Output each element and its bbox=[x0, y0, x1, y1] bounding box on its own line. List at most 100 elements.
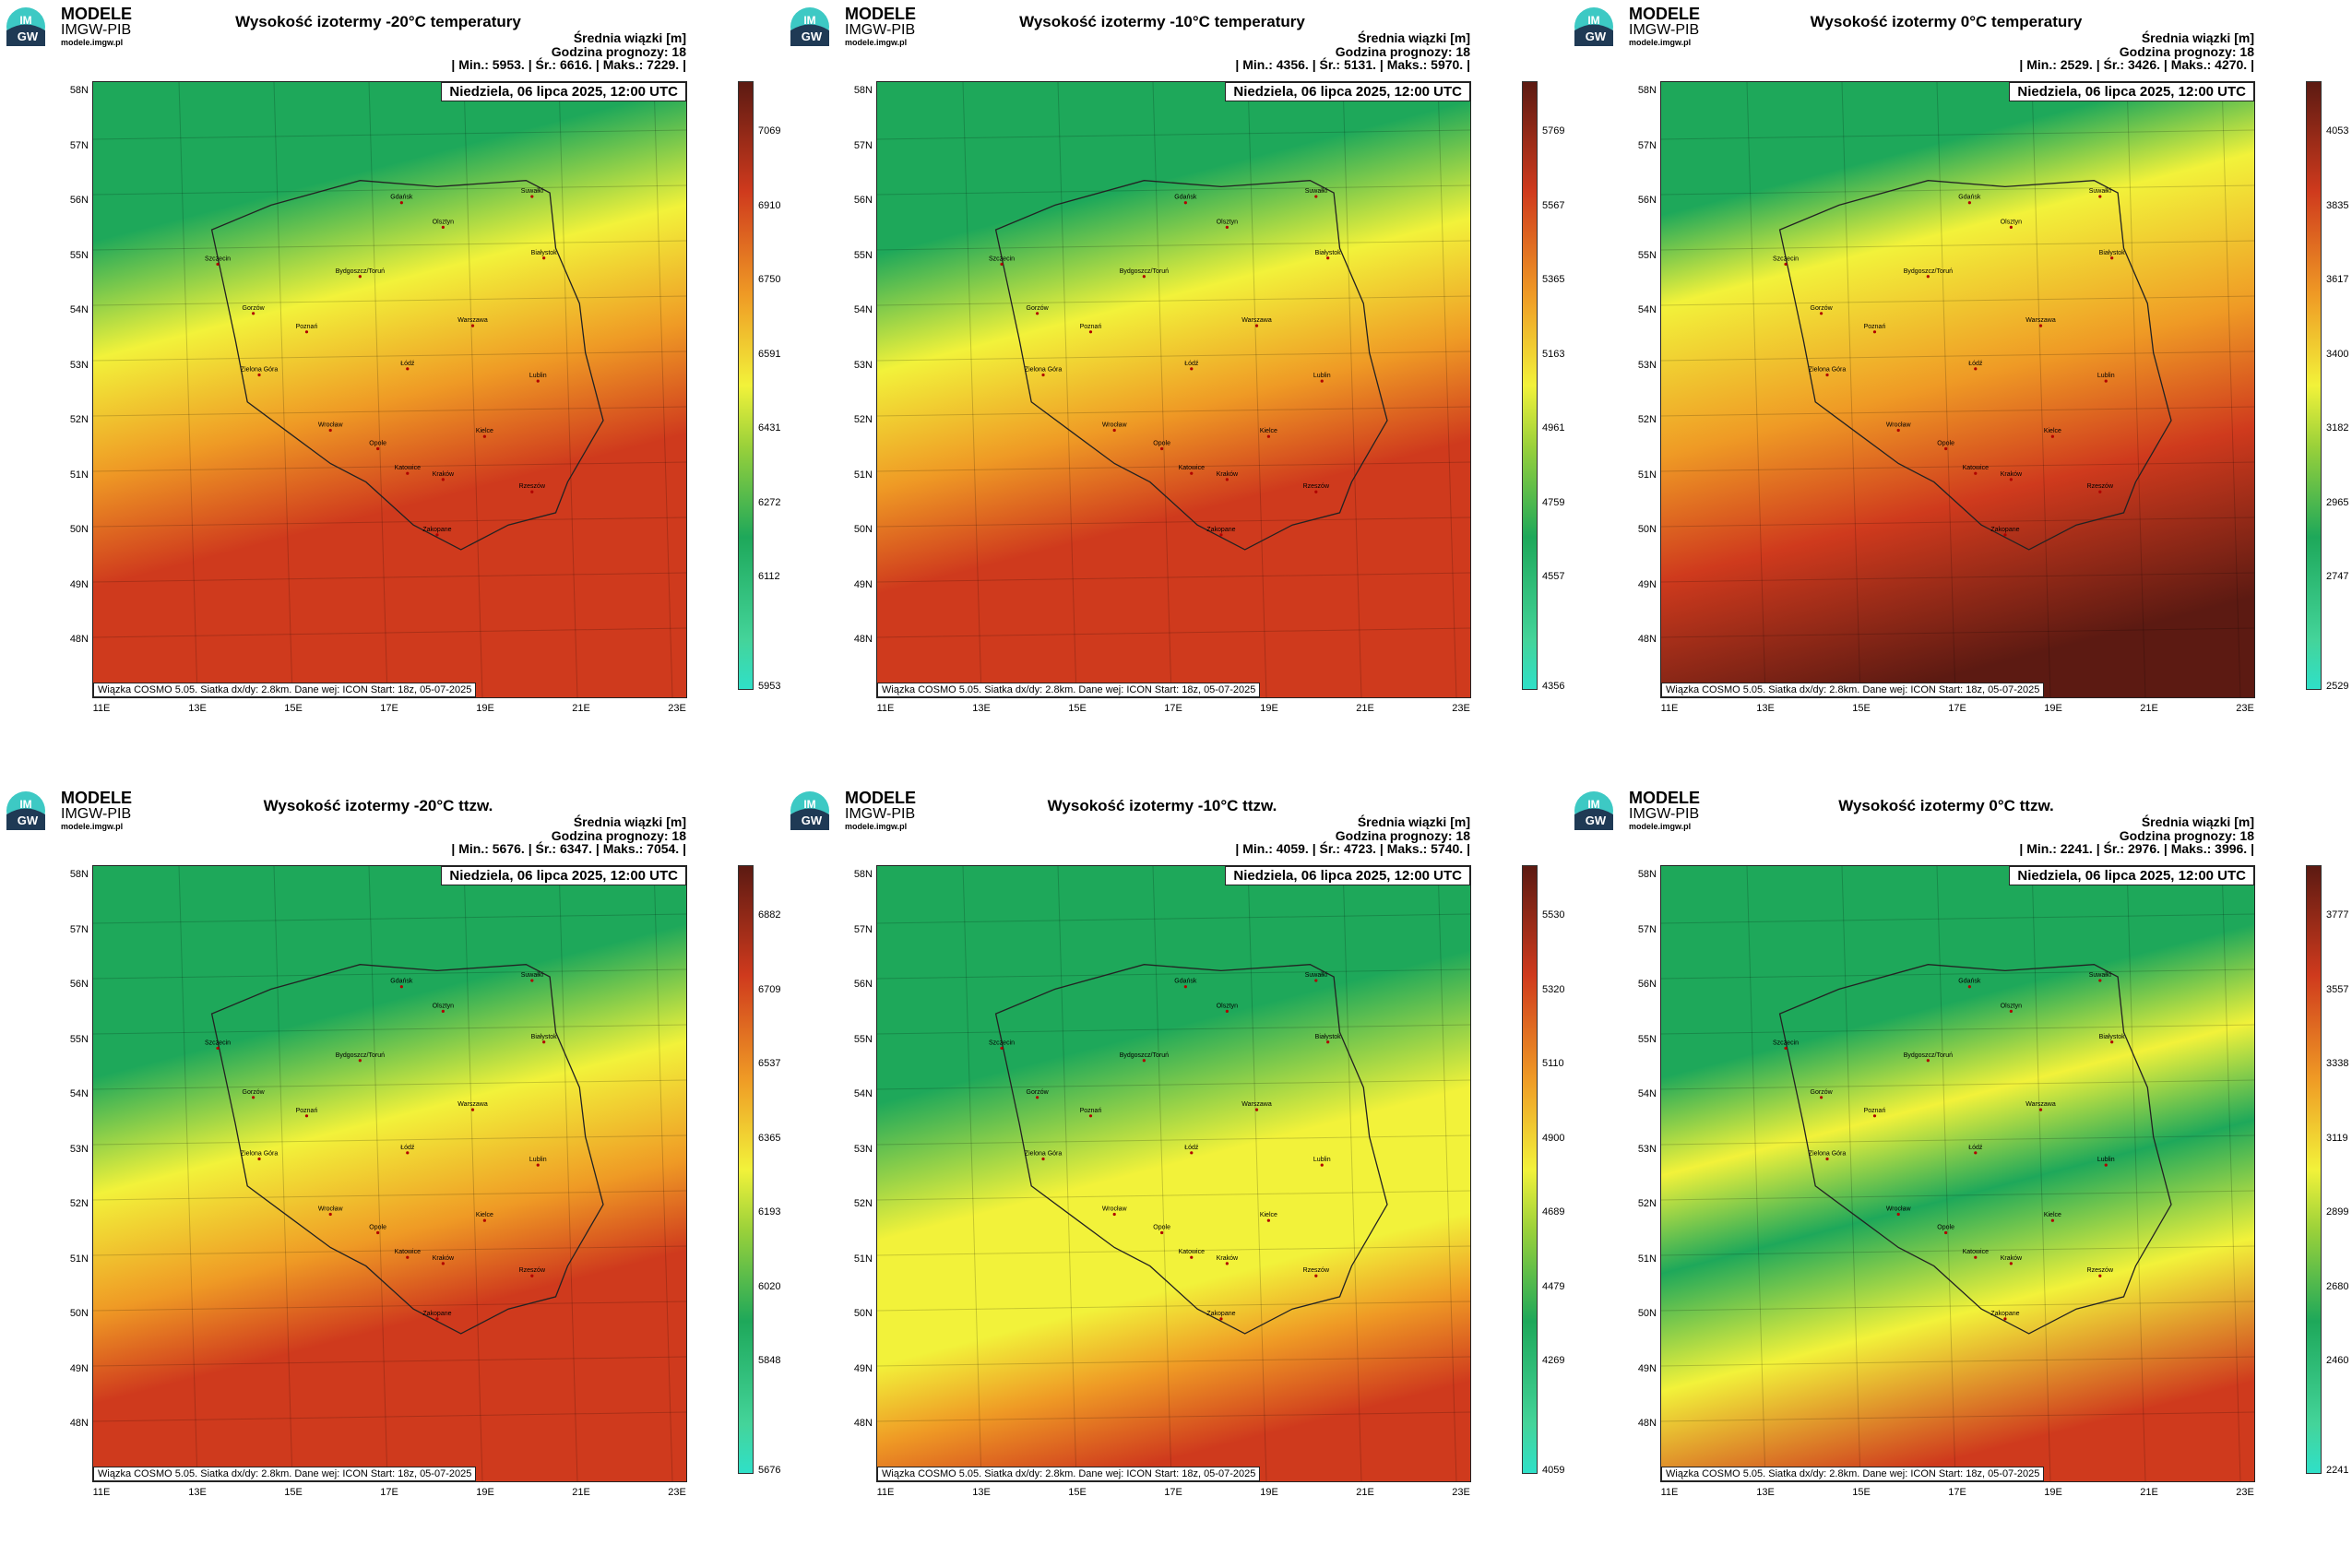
graticule-line bbox=[368, 866, 388, 1481]
lat-label: 48N bbox=[853, 1418, 873, 1429]
lat-label: 53N bbox=[69, 359, 89, 371]
field-raster: Gdańsk Olsztyn Suwałki Szczecin Bydgoszcz/To… bbox=[877, 866, 1470, 1481]
stats-block: Średnia wiązki [m] Godzina prognozy: 18 … bbox=[1235, 815, 1470, 856]
city-marker bbox=[216, 1046, 220, 1051]
stats-block: Średnia wiązki [m] Godzina prognozy: 18 … bbox=[451, 31, 686, 72]
city-marker bbox=[441, 225, 445, 230]
forecast-hour: Godzina prognozy: 18 bbox=[551, 827, 686, 843]
city-label: Szczecin bbox=[1773, 1039, 1799, 1046]
brand-name: MODELE bbox=[61, 5, 133, 23]
lat-label: 50N bbox=[1637, 524, 1657, 535]
svg-text:IM: IM bbox=[803, 14, 815, 27]
city-marker bbox=[2009, 1009, 2013, 1014]
city-label: Rzeszów bbox=[1303, 1267, 1330, 1274]
lat-label: 48N bbox=[69, 1418, 89, 1429]
lon-label: 21E bbox=[2140, 703, 2158, 714]
stats-block: Średnia wiązki [m] Godzina prognozy: 18 … bbox=[2019, 31, 2254, 72]
city-marker bbox=[1112, 428, 1116, 433]
city-marker bbox=[1974, 1151, 1978, 1155]
city-marker bbox=[1944, 446, 1948, 451]
graticule-line bbox=[1661, 572, 2254, 583]
city-label: Białystok bbox=[531, 250, 558, 256]
city-marker bbox=[1820, 1096, 1823, 1099]
lon-label: 17E bbox=[1948, 703, 1966, 714]
city-label: Gdańsk bbox=[390, 195, 413, 201]
field-fill bbox=[877, 82, 1470, 697]
city-marker bbox=[1320, 1163, 1324, 1167]
graticule-line bbox=[178, 866, 198, 1481]
city-marker bbox=[1820, 312, 1823, 315]
graticule-line bbox=[1152, 82, 1172, 697]
graticule-line bbox=[1661, 1079, 2254, 1090]
graticule-line bbox=[1152, 866, 1172, 1481]
colorbar-tick: 6750 bbox=[758, 274, 781, 285]
colorbar-tick: 2899 bbox=[2326, 1206, 2349, 1218]
panel-title: Wysokość izotermy -10°C temperatury bbox=[1019, 13, 1305, 30]
brand-name: MODELE bbox=[1629, 5, 1701, 23]
svg-text:GW: GW bbox=[18, 30, 39, 43]
city-marker bbox=[530, 195, 534, 198]
colorbar-tick: 6020 bbox=[758, 1280, 781, 1292]
lon-label: 11E bbox=[876, 703, 895, 714]
colorbar-tick: 5530 bbox=[1542, 909, 1565, 921]
graticule-line bbox=[1936, 866, 1956, 1481]
lat-label: 57N bbox=[853, 139, 873, 151]
graticule-line bbox=[93, 406, 686, 417]
model-footnote: Wiązka COSMO 5.05. Siatka dx/dy: 2.8km. … bbox=[1661, 1467, 2045, 1481]
city-label: Zakopane bbox=[1206, 527, 1235, 533]
city-marker bbox=[482, 434, 486, 438]
colorbar-tick: 5567 bbox=[1542, 199, 1565, 211]
lat-label: 58N bbox=[69, 85, 89, 96]
model-footnote: Wiązka COSMO 5.05. Siatka dx/dy: 2.8km. … bbox=[93, 1467, 477, 1481]
city-label: Opole bbox=[369, 1225, 386, 1231]
city-marker bbox=[2104, 379, 2108, 383]
city-marker bbox=[2110, 1040, 2114, 1044]
city-marker bbox=[1183, 201, 1187, 205]
imgw-logo-icon: IM GW bbox=[5, 790, 53, 832]
graticule-line bbox=[1057, 82, 1077, 697]
field-fill bbox=[1661, 82, 2254, 697]
city-marker bbox=[257, 1157, 261, 1161]
lat-label: 58N bbox=[1637, 869, 1657, 880]
lon-label: 13E bbox=[972, 703, 991, 714]
city-marker bbox=[1088, 330, 1093, 334]
city-marker bbox=[482, 1218, 486, 1222]
field-raster: Gdańsk Olsztyn Suwałki Szczecin Bydgoszcz/To… bbox=[93, 82, 686, 697]
lat-label: 55N bbox=[853, 1033, 873, 1045]
graticule-line bbox=[93, 461, 686, 472]
forecast-hour: Godzina prognozy: 18 bbox=[2119, 827, 2254, 843]
forecast-map: Gdańsk Olsztyn Suwałki Szczecin Bydgoszcz/To… bbox=[876, 865, 1471, 1482]
brand-block: MODELE IMGW-PIB modele.imgw.pl bbox=[61, 790, 132, 831]
lat-label: 53N bbox=[1637, 1143, 1657, 1155]
forecast-panel-6: IM GW MODELE IMGW-PIB modele.imgw.pl Wys… bbox=[1568, 784, 2352, 1568]
city-label: Gdańsk bbox=[390, 979, 413, 985]
city-marker bbox=[406, 471, 410, 475]
brand-org: IMGW-PIB bbox=[1629, 21, 1700, 38]
graticule-line bbox=[877, 968, 1470, 980]
graticule-line bbox=[273, 866, 293, 1481]
city-label: Kielce bbox=[1260, 428, 1277, 434]
city-label: Gdańsk bbox=[1174, 195, 1197, 201]
city-marker bbox=[252, 312, 255, 315]
model-footnote: Wiązka COSMO 5.05. Siatka dx/dy: 2.8km. … bbox=[877, 683, 1261, 697]
city-label: Kielce bbox=[476, 1212, 493, 1218]
city-marker bbox=[1041, 373, 1045, 377]
lat-label: 57N bbox=[69, 923, 89, 935]
city-label: Warszawa bbox=[457, 1101, 488, 1108]
graticule-line bbox=[2221, 866, 2241, 1481]
city-marker bbox=[216, 262, 220, 267]
imgw-logo-icon: IM GW bbox=[1573, 790, 1621, 832]
lon-label: 23E bbox=[668, 703, 686, 714]
lat-label: 50N bbox=[1637, 1308, 1657, 1319]
city-marker bbox=[1219, 1317, 1223, 1321]
lat-label: 52N bbox=[853, 1198, 873, 1209]
svg-text:IM: IM bbox=[19, 14, 31, 27]
city-label: Olsztyn bbox=[1217, 1003, 1238, 1009]
city-marker bbox=[376, 446, 380, 451]
city-marker bbox=[1967, 201, 1971, 205]
colorbar-tick: 7069 bbox=[758, 125, 781, 137]
city-label: Gorzów bbox=[1027, 305, 1050, 312]
city-marker bbox=[2050, 434, 2054, 438]
lat-label: 57N bbox=[1637, 923, 1657, 935]
city-label: Łódź bbox=[1968, 1145, 1983, 1151]
